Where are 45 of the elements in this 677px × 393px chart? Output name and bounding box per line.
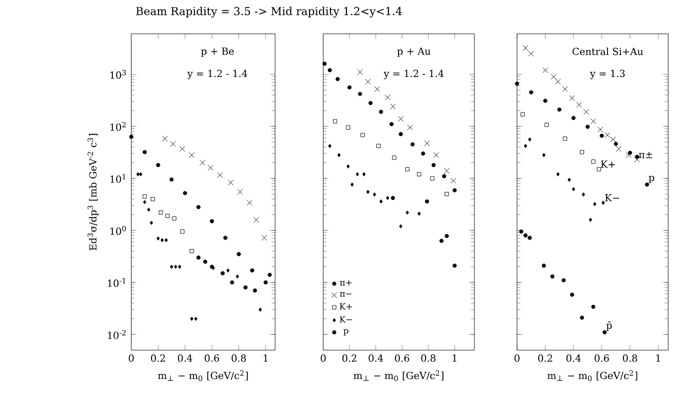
annotation: y = 1.3 — [590, 70, 625, 80]
x-tick-label: 0.8 — [421, 354, 436, 362]
x-tick-label: 0.4 — [178, 354, 192, 362]
legend-label: π− — [340, 292, 352, 297]
x-tick-label: 0.8 — [622, 354, 638, 362]
x-axis-title: m$_{⊥}$ − m$_{0}$ [GeV/c$^{2}$] — [547, 370, 638, 382]
x-tick-label: 0.2 — [151, 354, 165, 362]
series-label: K− — [605, 194, 620, 202]
annotation: y = 1.2 - 1.4 — [187, 70, 248, 80]
text: Ed$^{3}$σ/dp$^{3}$ [mb GeV$^{-2}$ c$^{3}$] — [88, 134, 98, 250]
annotation: p + Au — [397, 48, 431, 57]
x-tick-label: 0.6 — [394, 354, 410, 362]
legend-label: K+ — [340, 303, 352, 310]
x-tick-label: 0 — [320, 354, 326, 362]
x-axis-title: m$_{⊥}$ − m$_{0}$ [GeV/c$^{2}$] — [354, 370, 444, 382]
y-tick-label: 10$^{1}$ — [110, 174, 126, 183]
y-tick-label: 10$^{-1}$ — [108, 278, 126, 287]
y-tick-label: 10$^{3}$ — [110, 70, 126, 79]
legend-label: K− — [340, 316, 352, 322]
x-tick-label: 0.2 — [342, 354, 356, 362]
legend-label: π± — [638, 152, 652, 158]
x-tick-label: 0.8 — [232, 354, 246, 362]
y-tick-label: 10$^{2}$ — [110, 122, 126, 131]
x-tick-label: 0.6 — [594, 354, 609, 362]
x-tick-label: 0 — [128, 354, 134, 362]
x-tick-label: 1 — [264, 354, 268, 362]
x-axis-title: m$_{⊥}$ − m$_{0}$ [GeV/c$^{2}$] — [158, 370, 248, 382]
x-tick-label: 0 — [514, 354, 520, 362]
legend-label: p — [344, 329, 348, 336]
legend-label: p — [648, 176, 654, 184]
x-tick-label: 1 — [656, 354, 660, 362]
series-label: p̄ — [606, 322, 612, 331]
annotation: Central Si+Au — [572, 48, 644, 56]
x-tick-label: 0.6 — [204, 354, 220, 362]
annotation: y = 1.2 - 1.4 — [384, 70, 444, 80]
x-tick-label: 1 — [452, 354, 456, 362]
y-tick-label: 10$^{-2}$ — [108, 330, 126, 339]
x-tick-label: 0.4 — [368, 354, 384, 362]
x-tick-label: 0.4 — [566, 354, 581, 362]
chart-title: Beam Rapidity = 3.5 -> Mid rapidity 1.2<y<1.4 — [136, 6, 402, 18]
series-label: K+ — [600, 160, 615, 168]
y-tick-label: 10$^{0}$ — [110, 226, 126, 235]
legend-label: π+ — [340, 280, 352, 286]
x-tick-label: 0.2 — [538, 354, 552, 362]
annotation: p + Be — [201, 48, 234, 57]
